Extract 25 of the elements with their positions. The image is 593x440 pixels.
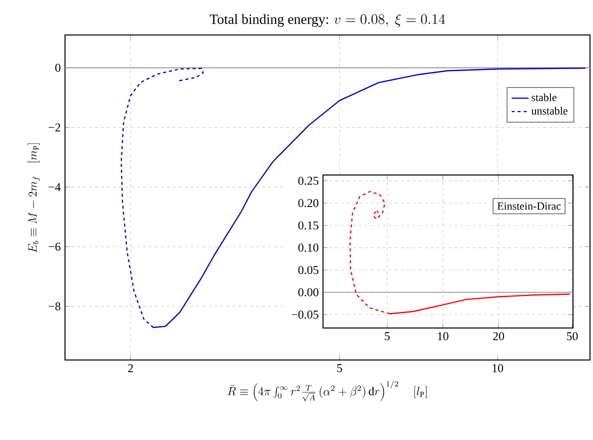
y-tick-label: 0.05 xyxy=(298,266,318,274)
y-tick-label: 0.00 xyxy=(298,288,318,296)
y-tick-label: 0.20 xyxy=(298,199,318,208)
legend-label: stable xyxy=(532,93,556,102)
y-axis-title: $E_b \equiv M - 2m_f\quad [m_\mathrm{P}]$ xyxy=(28,143,40,252)
y-tick-label: 0 xyxy=(55,64,60,72)
x-tick-label: 20 xyxy=(493,332,504,340)
y-tick-label: −8 xyxy=(48,302,60,310)
legend-label: unstable xyxy=(531,106,568,115)
y-tick-label: −4 xyxy=(48,183,61,191)
x-axis-title: $\bar{R} \equiv \left(4\pi\int_0^\infty r^2 \frac{T}{\sqrt{A}}\left(\alpha^2+\beta^2\right)\mathrm{d}r\right)^{1/2}\quad [l_\mathrm{P}]$ xyxy=(228,380,427,402)
y-tick-label: 0.15 xyxy=(298,221,318,230)
chart-title: $\mbox{Total binding energy: } v = 0.08,\ \xi = 0.14$ xyxy=(210,14,446,27)
y-tick-label: −2 xyxy=(48,123,60,132)
y-tick-label: 0.25 xyxy=(298,176,318,185)
x-tick-label: 5 xyxy=(337,364,342,372)
annotation: Einstein-Dirac xyxy=(497,202,561,210)
y-tick-label: −0.05 xyxy=(292,310,318,319)
x-tick-label: 10 xyxy=(438,332,448,340)
x-tick-label: 10 xyxy=(492,364,504,372)
y-tick-label: −6 xyxy=(48,242,60,251)
y-tick-label: 0.10 xyxy=(298,244,318,252)
x-tick-label: 2 xyxy=(128,364,133,372)
x-tick-label: 50 xyxy=(566,332,578,340)
x-tick-label: 5 xyxy=(384,332,390,340)
